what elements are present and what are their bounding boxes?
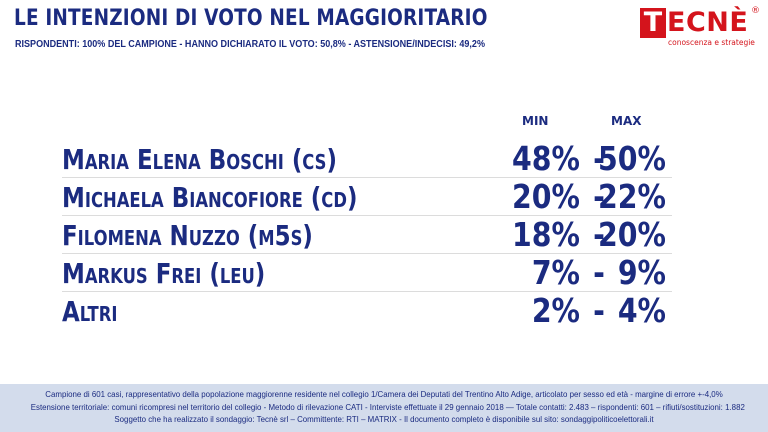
- table-row: Maria Elena Boschi (cs) 48% -50%: [62, 139, 672, 178]
- footer-line-source: Soggetto che ha realizzato il sondaggio:…: [114, 414, 654, 424]
- logo-registered-mark: ®: [751, 6, 760, 16]
- min-value: 2%: [531, 291, 580, 330]
- min-value: 20%: [512, 177, 580, 216]
- max-value: 20%: [598, 215, 666, 254]
- page-subtitle: RISPONDENTI: 100% DEL CAMPIONE - HANNO D…: [15, 38, 485, 50]
- max-value: 22%: [598, 177, 666, 216]
- page-title: LE INTENZIONI DI VOTO NEL MAGGIORITARIO: [14, 6, 488, 31]
- candidate-name: Markus Frei (leu): [62, 257, 266, 290]
- min-value: 7%: [531, 253, 580, 292]
- logo-rest: ECNÈ: [667, 7, 749, 38]
- footer-line-sample: Campione di 601 casi, rappresentativo de…: [45, 389, 723, 399]
- range-separator: -: [593, 215, 605, 254]
- tecne-logo: T ECNÈ ® conoscenza e strategie: [640, 6, 760, 50]
- table-row: Michaela Biancofiore (cd) 20% -22%: [62, 177, 672, 216]
- range-separator: -: [593, 177, 605, 216]
- table-row: Filomena Nuzzo (m5s) 18% -20%: [62, 215, 672, 254]
- max-value: 4%: [617, 291, 666, 330]
- range-separator: -: [593, 253, 605, 292]
- min-value: 18%: [512, 215, 580, 254]
- max-value: 50%: [598, 139, 666, 178]
- logo-tagline: conoscenza e strategie: [668, 38, 755, 47]
- range-separator: -: [593, 139, 605, 178]
- max-value: 9%: [617, 253, 666, 292]
- row-divider: [62, 177, 672, 178]
- candidate-name: Filomena Nuzzo (m5s): [62, 219, 313, 252]
- range-separator: -: [593, 291, 605, 330]
- column-header-max: MAX: [611, 114, 642, 128]
- min-value: 48%: [512, 139, 580, 178]
- table-row: Markus Frei (leu) 7% -9%: [62, 253, 672, 292]
- logo-first-letter: T: [640, 8, 666, 38]
- row-divider: [62, 253, 672, 254]
- row-divider: [62, 291, 672, 292]
- candidate-name: Maria Elena Boschi (cs): [62, 143, 337, 176]
- table-row: Altri 2% -4%: [62, 291, 672, 330]
- candidate-name: Michaela Biancofiore (cd): [62, 181, 358, 214]
- footer-line-method: Estensione territoriale: comuni ricompre…: [30, 401, 745, 412]
- methodology-footer: Campione di 601 casi, rappresentativo de…: [0, 384, 768, 432]
- row-divider: [62, 215, 672, 216]
- candidate-name: Altri: [62, 295, 118, 328]
- column-header-min: MIN: [522, 114, 549, 128]
